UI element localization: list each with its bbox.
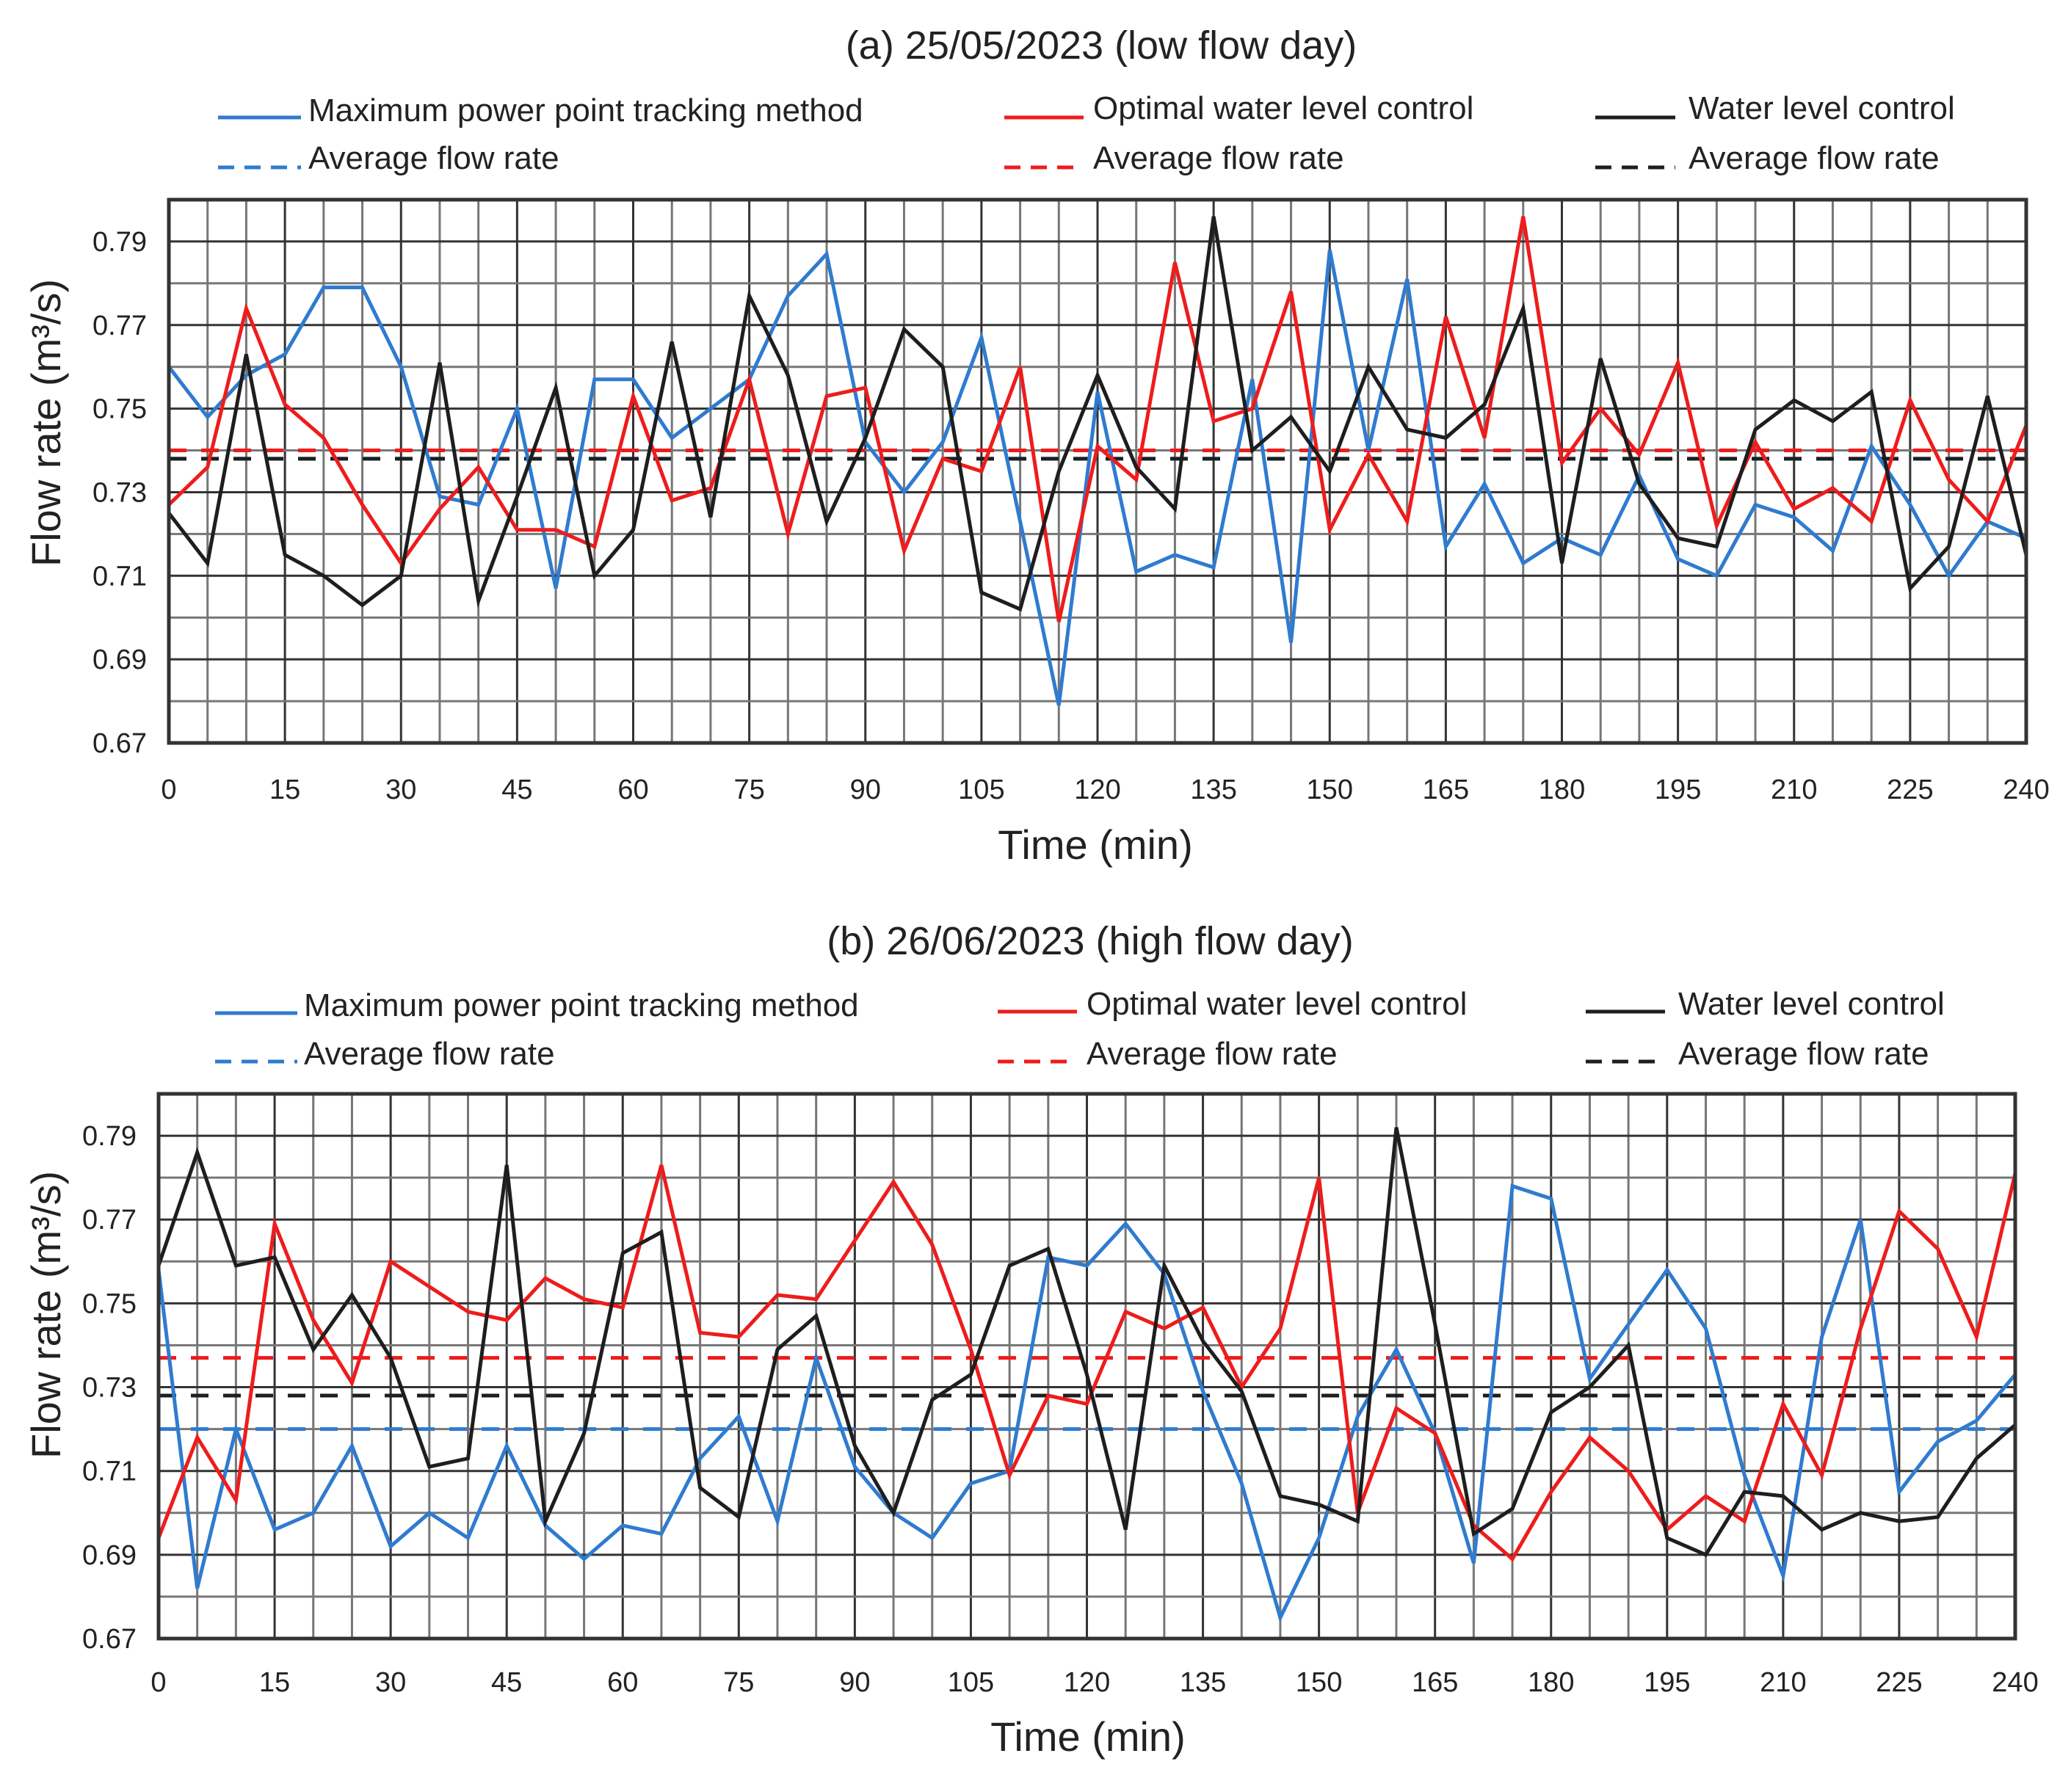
legend: Maximum power point tracking method Opti… [218, 90, 1955, 176]
x-tick-label: 0 [161, 775, 176, 805]
x-tick-label: 195 [1644, 1667, 1690, 1698]
x-tick-label: 30 [375, 1667, 406, 1698]
legend-label-wlc: Water level control [1689, 90, 1955, 126]
x-tick-label: 90 [850, 775, 881, 805]
y-tick-label: 0.73 [93, 477, 147, 508]
x-tick-label: 105 [948, 1667, 994, 1698]
plot-frame [156, 1092, 2017, 1641]
x-tick-label: 15 [269, 775, 300, 805]
y-tick-label: 0.67 [93, 728, 147, 759]
x-tick-label: 135 [1180, 1667, 1226, 1698]
x-tick-label: 135 [1190, 775, 1236, 805]
x-tick-label: 150 [1307, 775, 1353, 805]
x-axis-title: Time (min) [990, 1713, 1185, 1760]
x-tick-label: 165 [1423, 775, 1469, 805]
x-tick-label: 0 [150, 1667, 166, 1698]
x-tick-label: 60 [617, 775, 648, 805]
x-tick-label: 210 [1771, 775, 1817, 805]
chart-panel-b: (b) 26/06/2023 (high flow day) Maximum p… [23, 919, 2039, 1760]
y-tick-label: 0.69 [82, 1540, 137, 1571]
x-tick-label: 225 [1876, 1667, 1922, 1698]
y-tick-label: 0.75 [82, 1288, 137, 1319]
chart-panel-a: (a) 25/05/2023 (low flow day) Maximum po… [23, 23, 2050, 868]
x-tick-label: 30 [385, 775, 416, 805]
x-tick-label: 150 [1296, 1667, 1342, 1698]
legend-label-mppt: Maximum power point tracking method [308, 92, 863, 128]
x-tick-label: 90 [839, 1667, 870, 1698]
legend-label-mppt-average: Average flow rate [308, 140, 559, 176]
plot-frame [167, 197, 2028, 745]
chart-title: (a) 25/05/2023 (low flow day) [846, 23, 1357, 68]
x-tick-label: 105 [958, 775, 1004, 805]
y-tick-label: 0.77 [93, 311, 147, 341]
y-tick-label: 0.75 [93, 394, 147, 425]
y-tick-label: 0.79 [93, 227, 147, 258]
y-tick-label: 0.67 [82, 1624, 137, 1655]
x-tick-label: 45 [491, 1667, 522, 1698]
legend-label-mppt: Maximum power point tracking method [304, 987, 859, 1023]
x-tick-label: 120 [1064, 1667, 1110, 1698]
y-tick-label: 0.79 [82, 1121, 137, 1152]
legend-label-optimal: Optimal water level control [1093, 90, 1473, 126]
chart-title: (b) 26/06/2023 (high flow day) [827, 919, 1353, 963]
x-tick-label: 240 [2003, 775, 2049, 805]
legend-label-mppt-average: Average flow rate [304, 1036, 555, 1072]
x-tick-label: 60 [607, 1667, 638, 1698]
legend-label-wlc-average: Average flow rate [1689, 140, 1940, 176]
y-tick-label: 0.71 [82, 1457, 137, 1487]
y-axis-title: Flow rate (m³/s) [23, 279, 69, 567]
legend-label-optimal-average: Average flow rate [1093, 140, 1344, 176]
legend-label-optimal-average: Average flow rate [1087, 1036, 1338, 1072]
legend-label-wlc: Water level control [1678, 986, 1945, 1022]
x-tick-label: 225 [1887, 775, 1933, 805]
legend: Maximum power point tracking method Opti… [215, 986, 1945, 1072]
x-tick-label: 75 [723, 1667, 754, 1698]
plot-area: 0 15 30 45 60 75 90 105 120 135 150 165 180 195 210 225… [93, 197, 2050, 805]
x-tick-label: 180 [1539, 775, 1585, 805]
legend-label-wlc-average: Average flow rate [1678, 1036, 1929, 1072]
y-tick-label: 0.73 [82, 1373, 137, 1404]
x-tick-label: 240 [1992, 1667, 2038, 1698]
x-tick-label: 45 [501, 775, 532, 805]
plot-area: 0 15 30 45 60 75 90 105 120 135 150 165 180 195 210 225… [82, 1092, 2039, 1698]
y-tick-label: 0.71 [93, 561, 147, 592]
x-axis-title: Time (min) [998, 821, 1192, 868]
x-tick-label: 180 [1528, 1667, 1574, 1698]
legend-label-optimal: Optimal water level control [1087, 986, 1467, 1022]
x-tick-label: 75 [733, 775, 764, 805]
x-tick-label: 15 [259, 1667, 290, 1698]
x-tick-label: 195 [1655, 775, 1701, 805]
y-axis-title: Flow rate (m³/s) [23, 1171, 69, 1459]
x-tick-label: 210 [1760, 1667, 1806, 1698]
x-tick-label: 120 [1074, 775, 1120, 805]
y-tick-label: 0.77 [82, 1205, 137, 1236]
x-tick-label: 165 [1412, 1667, 1458, 1698]
y-tick-label: 0.69 [93, 645, 147, 675]
